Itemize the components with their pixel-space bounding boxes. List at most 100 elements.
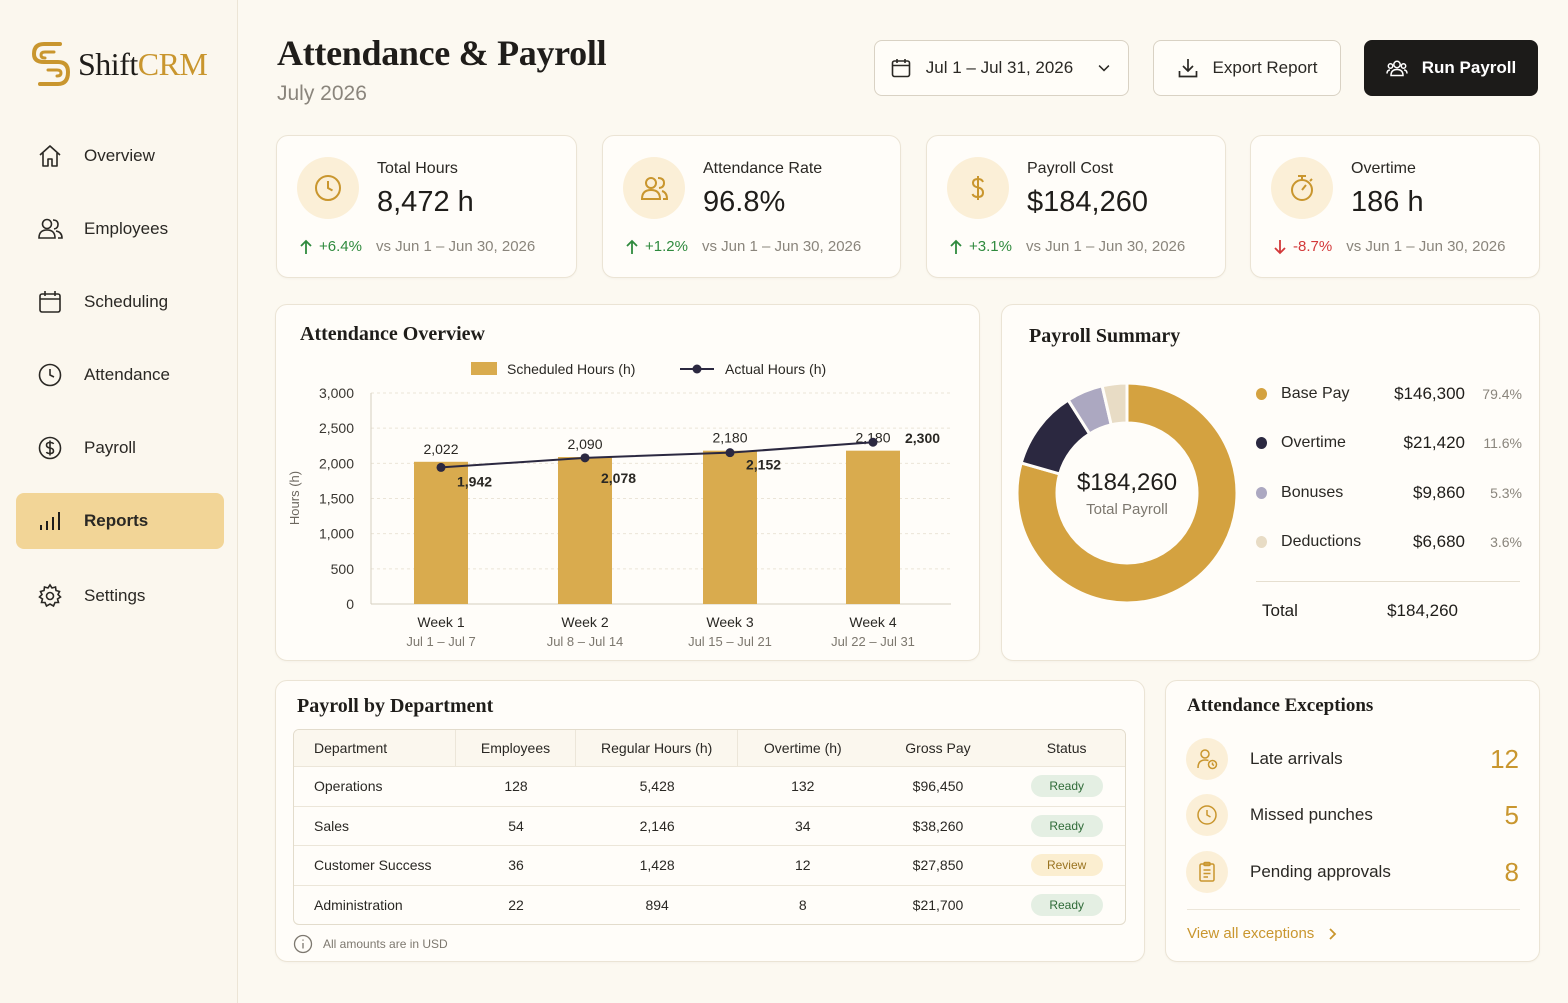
sidebar-item-settings[interactable]: Settings xyxy=(16,568,224,624)
brand-logo[interactable]: ShiftCRM xyxy=(30,38,208,90)
arrow-down-icon xyxy=(1274,239,1286,254)
page-title: Attendance & Payroll xyxy=(277,33,607,73)
col-header-regular-hours[interactable]: Regular Hours (h) xyxy=(576,730,738,766)
arrow-up-icon xyxy=(300,239,312,254)
line-value-label: 2,152 xyxy=(746,457,781,473)
x-tick-label: Week 2 xyxy=(561,614,608,630)
kpi-change: +1.2% xyxy=(645,238,688,255)
cell-department: Administration xyxy=(314,896,403,913)
sidebar-item-overview[interactable]: Overview xyxy=(16,128,224,184)
sidebar-item-attendance[interactable]: Attendance xyxy=(16,347,224,403)
legend-name: Base Pay xyxy=(1281,385,1350,402)
cell-employees: 128 xyxy=(504,778,528,795)
bar-value-label: 2,180 xyxy=(712,430,747,446)
legend-percent: 79.4% xyxy=(1482,386,1522,402)
legend-amount: $9,860 xyxy=(1412,483,1465,502)
kpi-label: Payroll Cost xyxy=(1027,160,1114,177)
col-header-employees[interactable]: Employees xyxy=(456,730,577,766)
view-all-exceptions-link[interactable]: View all exceptions xyxy=(1187,925,1340,942)
cell-employees: 36 xyxy=(508,857,524,874)
actual-hours-point xyxy=(868,437,878,447)
sidebar-item-payroll[interactable]: Payroll xyxy=(16,420,224,476)
col-header-status[interactable]: Status xyxy=(1046,740,1087,756)
calendar-icon xyxy=(891,59,911,78)
cell-gross-pay: $96,450 xyxy=(912,778,964,795)
donut-slice-deductions[interactable] xyxy=(1100,381,1129,427)
legend-amount: $6,680 xyxy=(1412,532,1465,551)
chevron-down-icon xyxy=(1098,65,1110,72)
calendar-icon xyxy=(39,291,61,313)
bar-value-label: 2,022 xyxy=(423,441,458,457)
y-tick-label: 1,500 xyxy=(319,491,354,507)
exception-count: 12 xyxy=(1490,743,1519,774)
exception-row-missed-punches[interactable]: Missed punches 5 xyxy=(1186,793,1521,837)
clock-icon xyxy=(38,363,62,387)
sidebar-item-scheduling[interactable]: Scheduling xyxy=(16,274,224,330)
table-row[interactable]: Operations 128 5,428 132 $96,450 Ready xyxy=(294,766,1125,806)
department-table-title: Payroll by Department xyxy=(297,695,494,717)
attendance-exceptions-card: Attendance Exceptions Late arrivals 12 M… xyxy=(1165,680,1540,962)
download-icon xyxy=(1178,59,1197,78)
arrow-up-icon xyxy=(950,239,962,254)
bar-scheduled-hours xyxy=(414,461,468,604)
cell-gross-pay: $21,700 xyxy=(912,896,964,913)
table-row[interactable]: Sales 54 2,146 34 $38,260 Ready xyxy=(294,805,1125,846)
cell-overtime: 12 xyxy=(795,857,811,874)
col-header-overtime[interactable]: Overtime (h) xyxy=(763,740,842,756)
legend-row-base-pay: Base Pay $146,300 79.4% xyxy=(1256,382,1522,406)
kpi-change: +3.1% xyxy=(969,238,1012,255)
col-header-department[interactable]: Department xyxy=(294,730,456,766)
legend-row-deductions: Deductions $6,680 3.6% xyxy=(1256,530,1522,554)
date-range-picker[interactable]: Jul 1 – Jul 31, 2026 xyxy=(874,40,1129,96)
x-tick-label: Week 1 xyxy=(417,614,464,630)
legend-swatch xyxy=(1256,536,1268,548)
kpi-card-total-hours: Total Hours 8,472 h +6.4% vs Jun 1 – Jun… xyxy=(276,135,577,278)
table-row[interactable]: Administration 22 894 8 $21,700 Ready xyxy=(294,884,1125,925)
table-row[interactable]: Customer Success 36 1,428 12 $27,850 Rev… xyxy=(294,845,1125,885)
export-report-button[interactable]: Export Report xyxy=(1153,40,1341,96)
sidebar-item-employees[interactable]: Employees xyxy=(16,201,224,257)
cell-department: Customer Success xyxy=(314,857,432,874)
footnote-text: All amounts are in USD xyxy=(323,937,448,951)
users-icon xyxy=(1386,60,1408,77)
exception-name: Late arrivals xyxy=(1250,749,1343,768)
legend-divider xyxy=(1256,581,1520,582)
sidebar-item-reports[interactable]: Reports xyxy=(16,493,224,549)
home-icon xyxy=(39,145,61,167)
kpi-card-attendance-rate: Attendance Rate 96.8% +1.2% vs Jun 1 – J… xyxy=(602,135,901,278)
run-payroll-button[interactable]: Run Payroll xyxy=(1364,40,1538,96)
users-icon xyxy=(640,177,669,200)
export-report-label: Export Report xyxy=(1212,58,1318,77)
kpi-icon-wrap xyxy=(297,157,359,219)
donut-slice-base-pay[interactable] xyxy=(1015,381,1239,605)
exception-name: Missed punches xyxy=(1250,805,1373,824)
clipboard-icon xyxy=(1199,861,1215,882)
cell-regular-hours: 5,428 xyxy=(639,778,675,795)
payroll-by-department-card: Payroll by Department Department Employe… xyxy=(275,680,1145,962)
users-icon xyxy=(38,218,63,239)
total-label: Total xyxy=(1262,601,1298,620)
bar-scheduled-hours xyxy=(558,457,612,604)
cell-regular-hours: 2,146 xyxy=(639,817,675,834)
col-header-gross-pay[interactable]: Gross Pay xyxy=(905,740,971,756)
cell-gross-pay: $38,260 xyxy=(912,817,964,834)
sidebar: ShiftCRM Overview Employees Scheduling A… xyxy=(0,0,238,1003)
status-badge: Review xyxy=(1030,854,1103,877)
kpi-change: +6.4% xyxy=(319,238,362,255)
sidebar-item-label: Overview xyxy=(84,146,155,165)
kpi-icon-wrap xyxy=(1271,157,1333,219)
legend-name: Deductions xyxy=(1281,533,1362,550)
kpi-label: Attendance Rate xyxy=(703,160,823,177)
actual-hours-line xyxy=(440,441,874,469)
kpi-card-overtime: Overtime 186 h -8.7% vs Jun 1 – Jun 30, … xyxy=(1250,135,1540,278)
cell-gross-pay: $27,850 xyxy=(912,857,964,874)
arrow-up-icon xyxy=(626,239,638,254)
kpi-icon-wrap xyxy=(623,157,685,219)
cell-overtime: 132 xyxy=(791,778,815,795)
chevron-right-icon xyxy=(1329,927,1337,940)
legend-row-bonuses: Bonuses $9,860 5.3% xyxy=(1256,481,1522,505)
exception-row-pending-approvals[interactable]: Pending approvals 8 xyxy=(1186,850,1521,894)
exception-row-late-arrivals[interactable]: Late arrivals 12 xyxy=(1186,737,1521,781)
payroll-donut-chart xyxy=(1015,381,1239,605)
kpi-trend: -8.7% vs Jun 1 – Jun 30, 2026 xyxy=(1273,238,1505,255)
